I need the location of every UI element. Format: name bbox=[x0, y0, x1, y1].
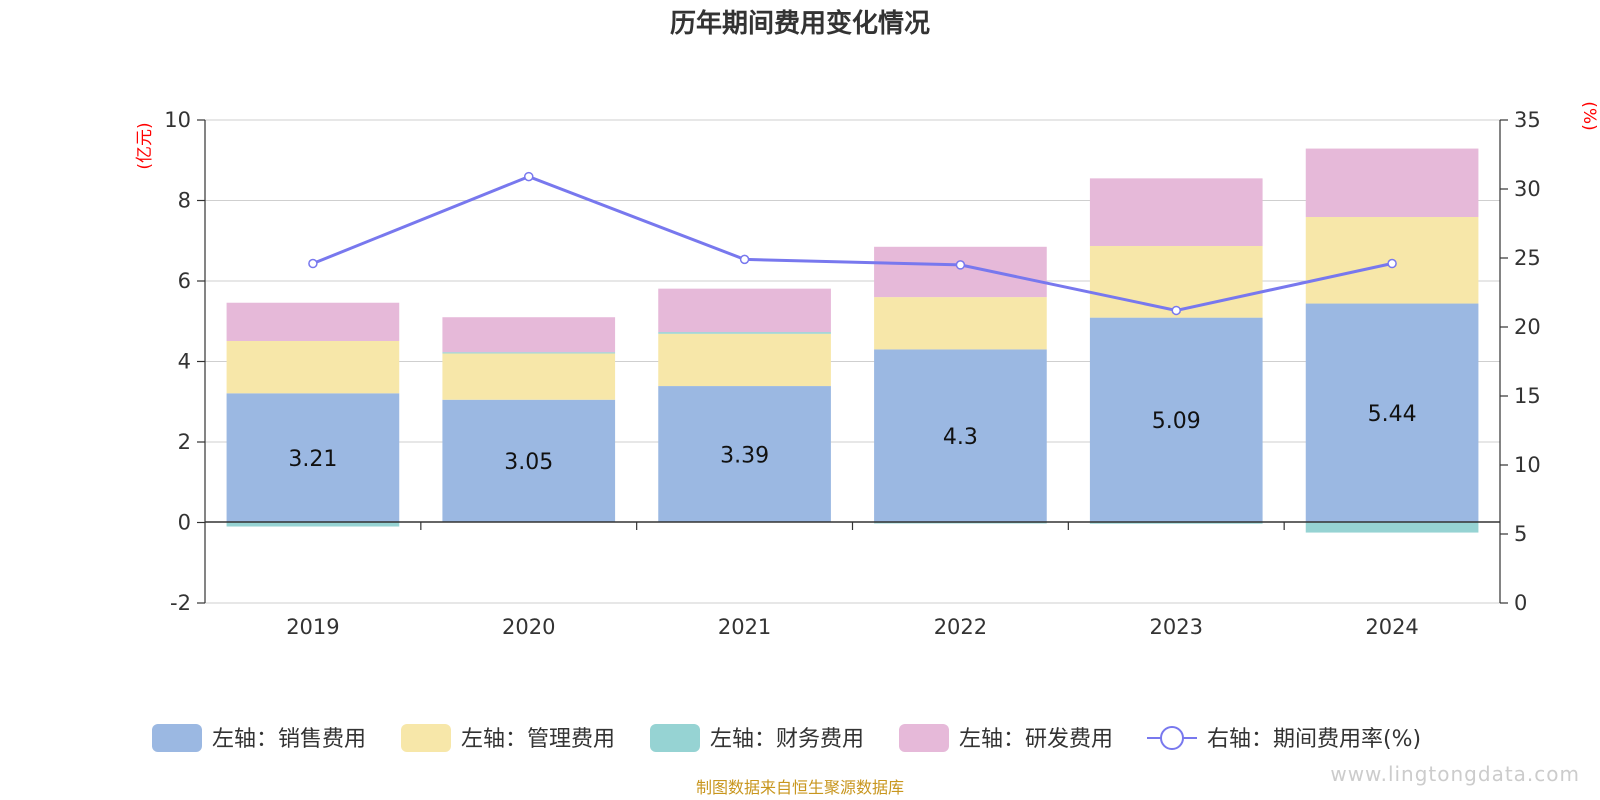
left-tick-label: 10 bbox=[164, 108, 191, 132]
legend-item[interactable]: 左轴：销售费用 bbox=[152, 724, 366, 752]
rate-point bbox=[1171, 305, 1181, 316]
bar-segment bbox=[1089, 178, 1263, 246]
bar-segment bbox=[874, 522, 1047, 524]
bar-segment bbox=[226, 302, 400, 341]
bar-value-label: 3.39 bbox=[720, 443, 769, 468]
rate-point bbox=[955, 260, 966, 270]
rate-point bbox=[1387, 258, 1397, 269]
bar-segment bbox=[874, 297, 1047, 350]
legend-label: 左轴：销售费用 bbox=[212, 727, 366, 752]
legend-item[interactable]: 右轴：期间费用率(%) bbox=[1147, 726, 1421, 752]
rate-point bbox=[739, 254, 750, 265]
legend-item[interactable]: 左轴：管理费用 bbox=[401, 724, 615, 752]
right-axis-name: (%) bbox=[1579, 101, 1599, 130]
legend-item[interactable]: 左轴：财务费用 bbox=[650, 724, 864, 752]
left-axis-name: (亿元) bbox=[135, 122, 155, 169]
left-tick-label: -2 bbox=[170, 591, 191, 615]
bar-value-label: 3.21 bbox=[288, 447, 337, 472]
rate-line bbox=[308, 171, 1397, 316]
right-tick-label: 35 bbox=[1514, 108, 1541, 132]
x-tick-label: 2022 bbox=[934, 615, 987, 639]
bar-segment bbox=[658, 333, 831, 387]
bar-value-label: 4.3 bbox=[943, 425, 978, 450]
right-tick-label: 10 bbox=[1514, 453, 1541, 477]
right-tick-label: 5 bbox=[1514, 522, 1527, 546]
right-tick-label: 15 bbox=[1514, 384, 1541, 408]
legend-label: 左轴：财务费用 bbox=[710, 727, 864, 752]
bar-segment bbox=[658, 288, 831, 333]
left-tick-label: 2 bbox=[178, 430, 191, 454]
axes: -2 0 2 4 6 8 10 0 5 10 15 20 25 30 35 2019 2020 2021 2022 2… bbox=[135, 101, 1599, 639]
bar-segment bbox=[442, 353, 616, 400]
legend-label: 左轴：管理费用 bbox=[461, 727, 615, 752]
legend-marker bbox=[1160, 726, 1184, 750]
bar-segment bbox=[874, 246, 1047, 298]
legend-swatch bbox=[152, 724, 202, 752]
bar-segment bbox=[658, 332, 831, 334]
source-note: 制图数据来自恒生聚源数据库 bbox=[696, 778, 904, 797]
legend-item[interactable]: 左轴：研发费用 bbox=[899, 724, 1113, 752]
bar-segment bbox=[1305, 303, 1479, 523]
bar-segment bbox=[658, 386, 831, 523]
x-tick-label: 2021 bbox=[718, 615, 771, 639]
x-tick-label: 2019 bbox=[286, 615, 339, 639]
bar-segment bbox=[874, 349, 1047, 523]
left-tick-label: 0 bbox=[178, 511, 191, 535]
bar-segment bbox=[1305, 148, 1479, 218]
bar-segment bbox=[1305, 522, 1479, 533]
bar-segment bbox=[1089, 245, 1263, 318]
right-tick-label: 30 bbox=[1514, 177, 1541, 201]
watermark: www.lingtongdata.com bbox=[1330, 762, 1580, 786]
legend-label: 左轴：研发费用 bbox=[959, 727, 1113, 752]
bar-segment bbox=[442, 399, 616, 523]
bar-segment bbox=[1089, 317, 1263, 523]
bar-value-label: 5.44 bbox=[1368, 402, 1417, 427]
rate-point bbox=[524, 171, 534, 182]
legend-swatch bbox=[899, 724, 949, 752]
x-tick-label: 2024 bbox=[1365, 615, 1418, 639]
right-tick-label: 25 bbox=[1514, 246, 1541, 270]
legend-swatch bbox=[401, 724, 451, 752]
right-tick-label: 0 bbox=[1514, 591, 1527, 615]
bars bbox=[226, 148, 1479, 533]
right-tick-label: 20 bbox=[1514, 315, 1541, 339]
left-tick-label: 8 bbox=[178, 189, 191, 213]
legend-swatch bbox=[650, 724, 700, 752]
bar-segment bbox=[1089, 522, 1263, 524]
bar-segment bbox=[442, 352, 616, 354]
bar-segment bbox=[226, 522, 400, 527]
bar-segment bbox=[226, 393, 400, 523]
rate-point bbox=[308, 258, 318, 269]
legend[interactable]: 左轴：销售费用 左轴：管理费用 左轴：财务费用 左轴：研发费用 右轴：期间费用率(%) bbox=[152, 724, 1421, 752]
bar-value-label: 3.05 bbox=[504, 450, 553, 475]
left-tick-label: 4 bbox=[178, 350, 191, 374]
bar-segment bbox=[442, 317, 616, 353]
x-tick-label: 2023 bbox=[1150, 615, 1203, 639]
bar-labels: 3.21 3.05 3.39 4.3 5.09 5.44 bbox=[288, 402, 1416, 475]
left-tick-label: 6 bbox=[178, 269, 191, 293]
bar-segment bbox=[226, 340, 400, 394]
grid-lines bbox=[205, 119, 1500, 604]
chart-title: 历年期间费用变化情况 bbox=[670, 8, 930, 39]
bar-value-label: 5.09 bbox=[1152, 409, 1201, 434]
rate-line-path bbox=[312, 174, 1393, 312]
x-tick-label: 2020 bbox=[502, 615, 555, 639]
legend-label: 右轴：期间费用率(%) bbox=[1207, 727, 1421, 752]
